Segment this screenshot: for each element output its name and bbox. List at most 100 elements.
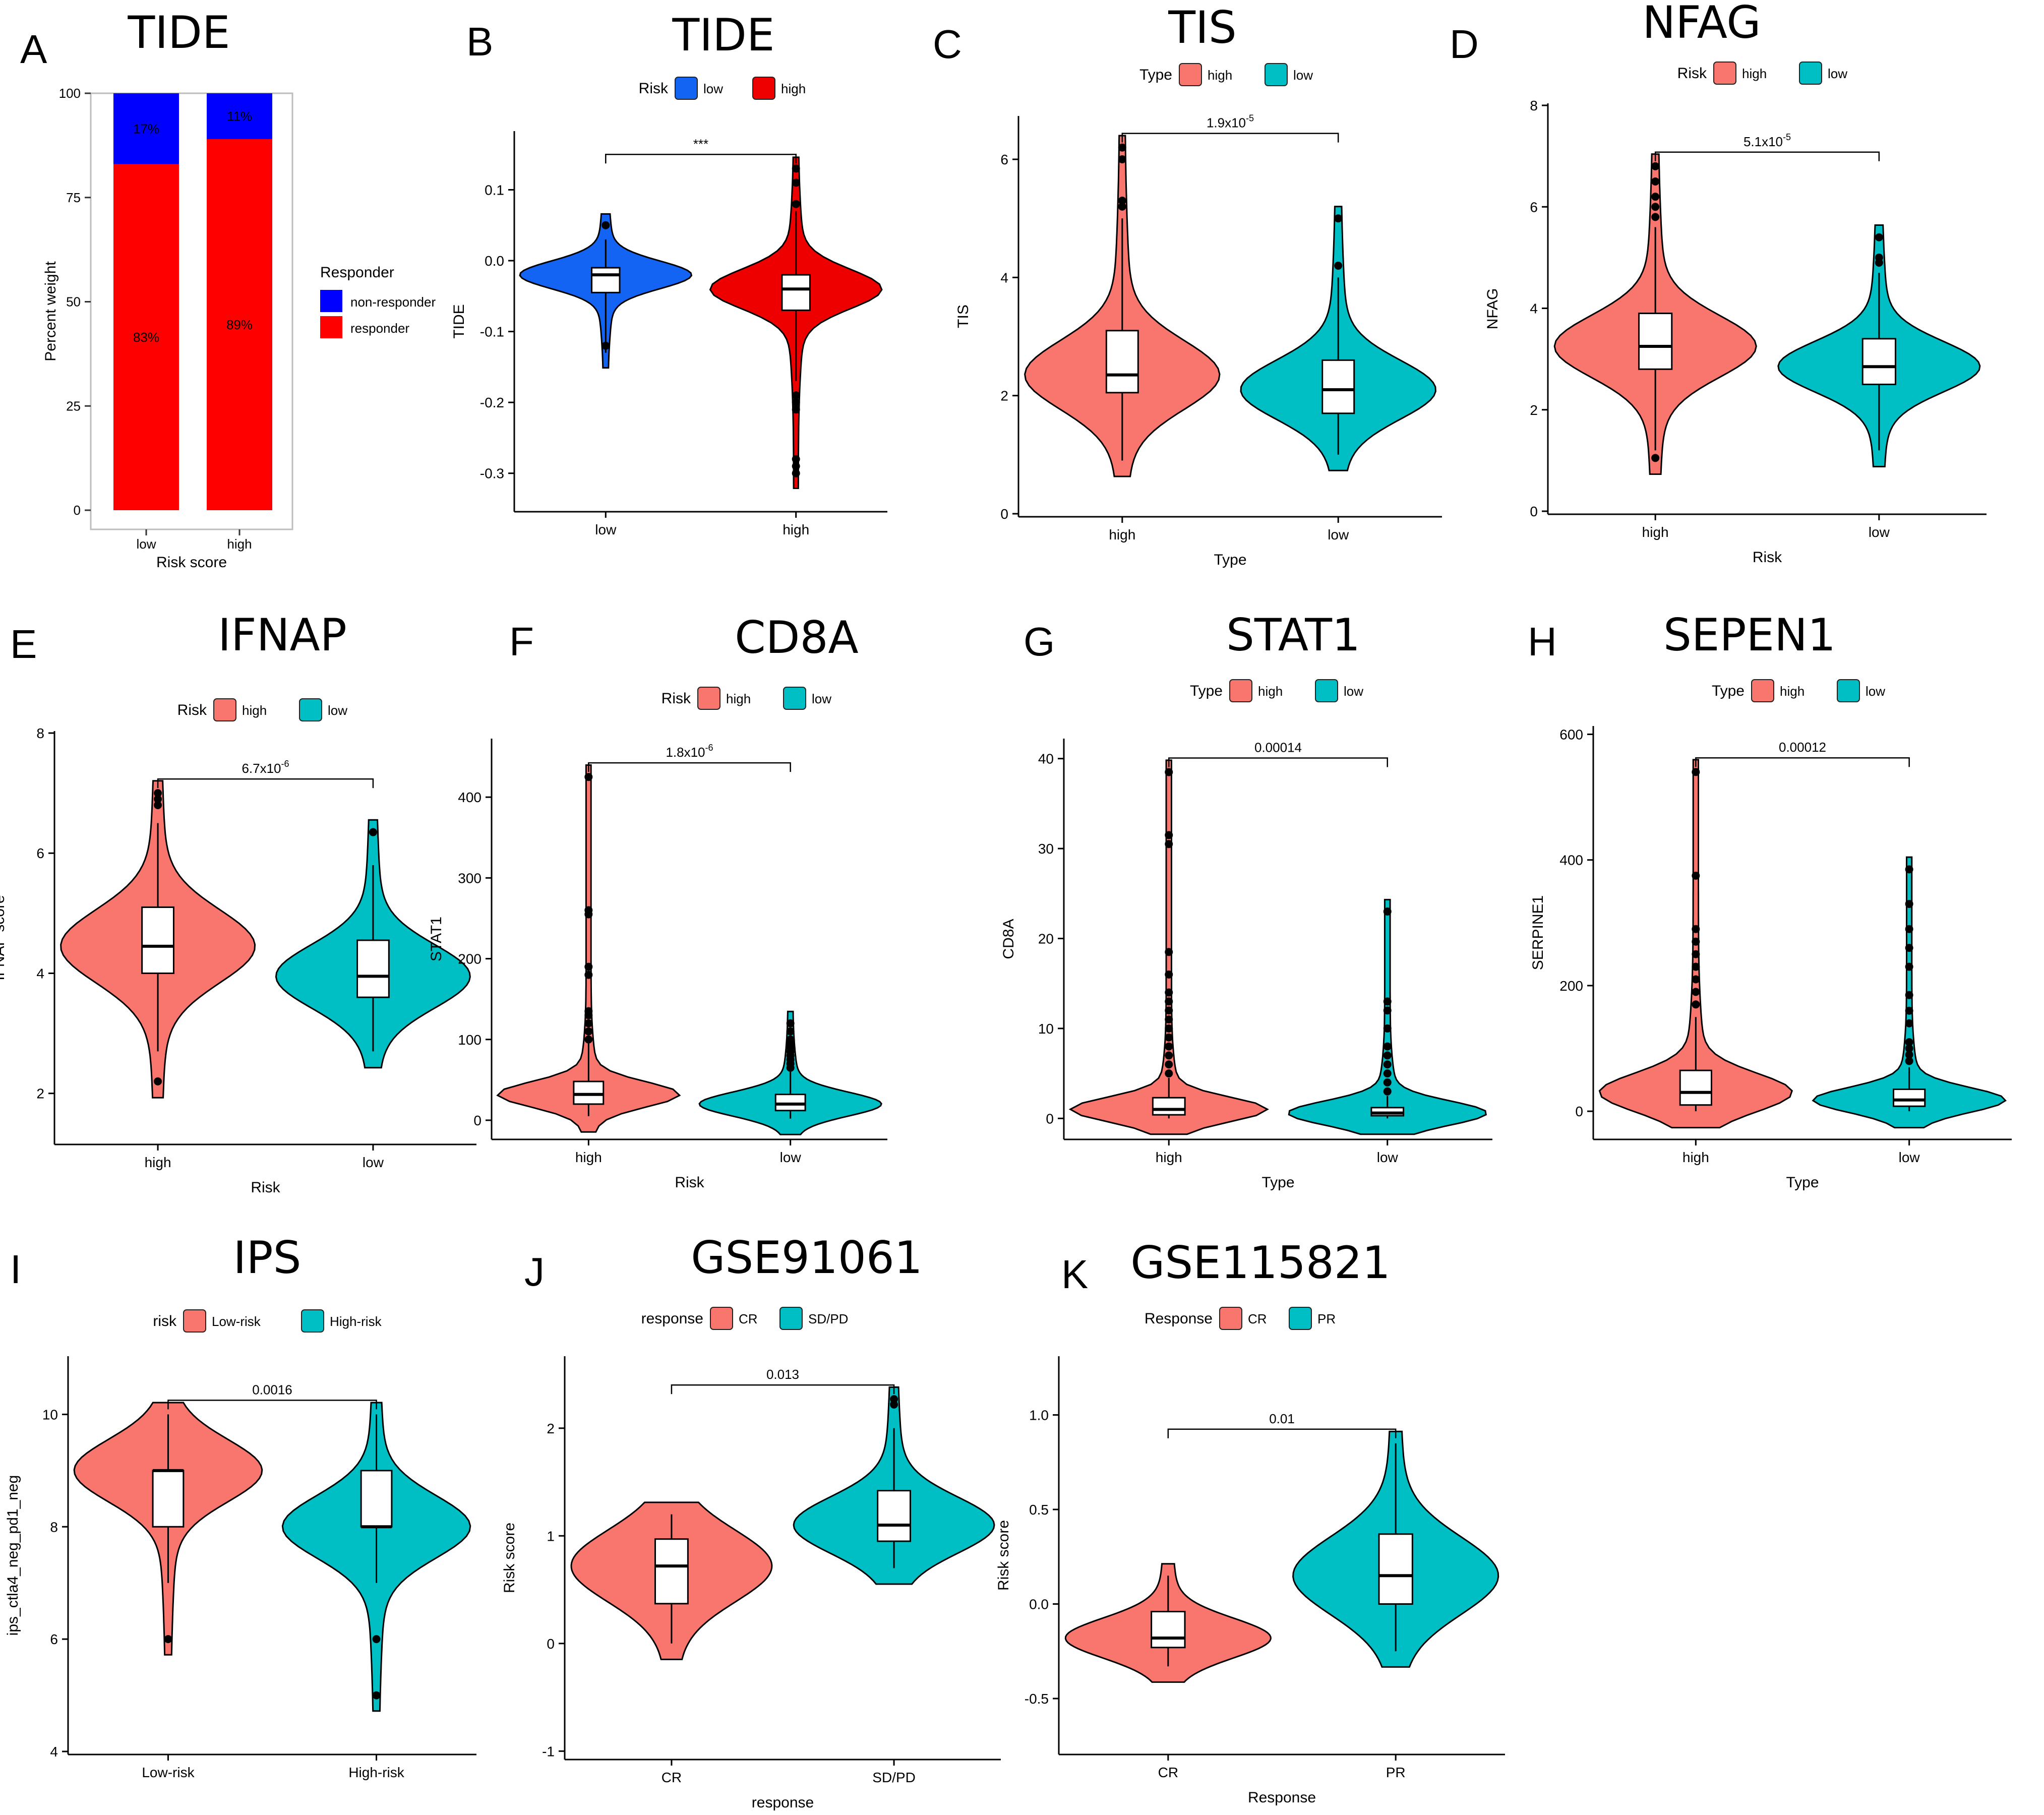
panel-d: D NFAG Risk high low 0 2 4 6 8 NFAG high low Risk 5.1x… [1450,0,1987,566]
x-tick-label: low [1328,527,1349,542]
outlier-point [1692,950,1700,958]
chart-title: NFAG [1642,0,1761,48]
y-tick-label: 200 [1559,978,1583,994]
panel-c: C TIS Type high low 0 2 4 6 TIS high low Type 1.9x10-… [933,2,1442,568]
box-CR [654,1538,689,1605]
box-High-risk [360,1470,393,1528]
outlier-point [372,1635,381,1644]
legend-swatch-low [783,687,806,710]
y-tick-label: 1.0 [1029,1408,1049,1423]
box-low [1861,338,1896,385]
outlier-point [1905,1006,1913,1015]
y-tick-label: 1 [547,1528,555,1544]
legend-label-high: high [1258,684,1283,699]
y-tick-label: 0.5 [1029,1502,1049,1518]
p-value-label: 6.7x10-6 [242,759,289,776]
outlier-point [1165,1024,1173,1033]
outlier-point [1165,840,1173,849]
bar-label: 17% [133,121,159,136]
y-tick-label: 4 [1000,270,1008,285]
outlier-point [372,1691,381,1700]
outlier-point [792,455,800,463]
legend-label-high: high [1208,68,1232,83]
outlier-point [584,1027,593,1036]
x-tick-label: low [136,536,156,552]
legend-label-high: high [1742,66,1767,81]
x-axis-label: Risk [1753,549,1782,566]
y-tick-label: -0.2 [480,395,504,410]
outlier-point [1118,155,1126,164]
x-tick-label: high [1109,527,1135,542]
outlier-point [792,200,800,208]
y-axis-label: Risk score [501,1523,518,1593]
significance-bracket [671,1384,895,1395]
y-tick-label: 25 [66,398,81,413]
y-axis-label: IFNAP score [0,895,8,981]
outlier-point [1383,1087,1392,1096]
bar-low-non-responder [113,93,179,164]
y-tick-label: 4 [36,965,44,981]
outlier-point [1165,1015,1173,1024]
legend-label-PR: PR [1317,1311,1336,1326]
x-tick-label: low [1899,1150,1920,1165]
legend-swatch-low [1837,679,1860,702]
legend-title: Type [1190,683,1223,699]
outlier-point [792,462,800,470]
bar-high-non-responder [207,93,272,139]
legend-label-SD/PD: SD/PD [808,1311,848,1326]
y-tick-label: 0.0 [1029,1597,1049,1612]
y-tick-label: 2 [1000,388,1008,404]
outlier-point [1165,768,1173,776]
significance-bracket [605,154,797,164]
y-tick-label: 0 [74,503,81,518]
significance-bracket [588,762,791,772]
y-axis-label: CD8A [1000,919,1017,959]
p-value-label: *** [693,136,708,151]
outlier-point [1165,970,1173,979]
outlier-point [584,971,593,979]
outlier-point [584,1019,593,1027]
x-tick-label: CR [1158,1765,1178,1780]
box-Low-risk [152,1470,185,1528]
panel-letter-f: F [509,619,534,664]
outlier-point [1692,975,1700,984]
outlier-point [154,789,162,798]
significance-bracket [1695,757,1910,767]
y-tick-label: 40 [1038,751,1054,767]
legend-swatch-low [675,77,698,100]
x-tick-label: PR [1386,1765,1406,1780]
legend-title: Risk [177,702,207,718]
y-tick-label: 200 [458,951,482,967]
outlier-point [1905,899,1913,908]
legend-swatch-non-responder [320,290,342,312]
p-value: 0.0016 [252,1382,292,1397]
y-tick-label: 30 [1038,841,1054,857]
legend-swatch-high [213,698,236,721]
chart-title: CD8A [735,612,858,663]
p-value-label: 0.00012 [1779,740,1826,755]
outlier-point [1651,203,1660,211]
x-axis-label: Type [1786,1174,1819,1191]
legend-label-non-responder: non-responder [350,294,436,310]
y-tick-label: 2 [547,1421,555,1436]
legend-label-responder: responder [350,321,409,336]
outlier-point [1905,1051,1913,1059]
p-value: 0.01 [1269,1411,1295,1426]
outlier-point [584,1007,593,1015]
x-tick-label: low [1869,524,1890,540]
outlier-point [792,164,800,173]
panel-h: H SEPEN1 Type high low 0 200 400 600 SERPINE1 high… [1528,609,2012,1191]
panel-k: K GSE115821 Response CR PR -0.5 0.0 0.5 1.0 Risk … [995,1237,1505,1806]
outlier-point [369,828,377,836]
outlier-point [1651,454,1660,462]
significance-bracket [1121,133,1339,143]
outlier-point [1165,997,1173,1006]
x-tick-label: high [1642,524,1669,540]
y-tick-label: 4 [50,1744,58,1760]
legend-label-high: high [726,691,751,706]
significance-bracket [1168,757,1388,767]
x-axis-label: Type [1261,1174,1294,1191]
outlier-point [164,1635,172,1644]
legend-title: response [641,1310,703,1327]
box-high [573,1080,605,1105]
